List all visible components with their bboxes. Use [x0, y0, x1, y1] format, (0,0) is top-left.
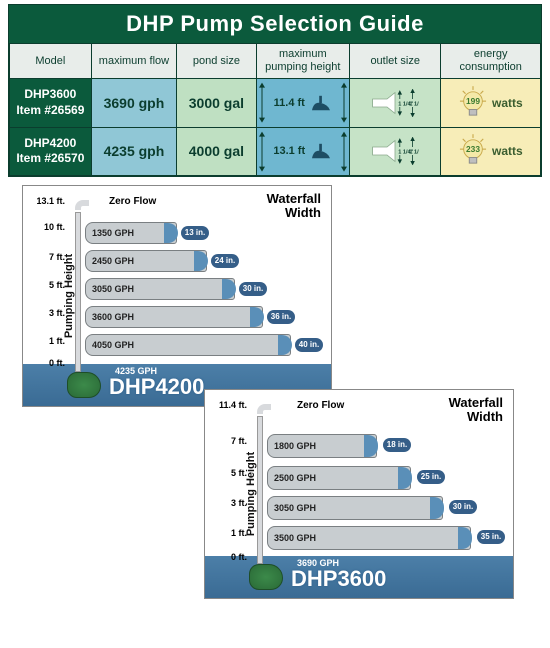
guide-title: DHP Pump Selection Guide: [9, 5, 541, 43]
pipe-elbow: [257, 404, 271, 414]
cell-pond: 3000 gal: [177, 79, 256, 127]
width-badge: 35 in.: [477, 530, 505, 544]
cell-model: DHP3600 Item #26569: [10, 79, 92, 127]
waterfall-step: 3050 GPH: [85, 278, 235, 300]
yaxis-tick: 5 ft.: [31, 280, 65, 290]
step-gph: 3500 GPH: [274, 533, 316, 543]
waterfall-step: 2450 GPH: [85, 250, 207, 272]
cell-outlet: 1 1/4" 1 1/2": [349, 127, 440, 175]
guide-header-row: Model maximum flow pond size maximum pum…: [10, 44, 541, 79]
width-badge: 30 in.: [239, 282, 267, 296]
yaxis-label: Pumping Height: [245, 452, 257, 536]
yaxis-tick: 5 ft.: [213, 468, 247, 478]
waterfall-step: 3050 GPH: [267, 496, 443, 520]
yaxis-tick: 1 ft.: [213, 528, 247, 538]
yaxis-label: Pumping Height: [63, 254, 75, 338]
width-badge: 24 in.: [211, 254, 239, 268]
waterfall-step: 1350 GPH: [85, 222, 177, 244]
step-gph: 1350 GPH: [92, 228, 134, 238]
guide-row: DHP4200 Item #26570 4235 gph 4000 gal 13…: [10, 127, 541, 175]
hdr-flow: maximum flow: [91, 44, 177, 79]
model-name: DHP3600: [24, 87, 76, 101]
svg-text:1 1/2": 1 1/2": [410, 101, 420, 107]
waterfall-diagram-dhp3600: Pumping Height WaterfallWidth Zero Flow …: [204, 389, 514, 599]
step-gph: 3050 GPH: [92, 284, 134, 294]
hdr-height: maximum pumping height: [256, 44, 349, 79]
pipe: [257, 416, 263, 564]
pump-icon: [310, 94, 332, 112]
waterfall-step: 3600 GPH: [85, 306, 263, 328]
waterfall-width-title: WaterfallWidth: [267, 192, 321, 221]
step-gph: 2500 GPH: [274, 473, 316, 483]
diagram-area: Pumping Height WaterfallWidth Zero Flow …: [8, 177, 542, 617]
cell-outlet: 1 1/4" 1 1/2": [349, 79, 440, 127]
step-gph: 1800 GPH: [274, 441, 316, 451]
zero-flow-label: Zero Flow: [297, 400, 344, 411]
hdr-energy: energy consumption: [441, 44, 541, 79]
pump-icon: [249, 564, 283, 590]
model-item: Item #26569: [16, 103, 84, 117]
yaxis-tick: 1 ft.: [31, 336, 65, 346]
cell-height: 11.4 ft: [256, 79, 349, 127]
svg-text:1 1/2": 1 1/2": [410, 150, 420, 156]
waterfall-step: 2500 GPH: [267, 466, 411, 490]
selection-guide: DHP Pump Selection Guide Model maximum f…: [8, 4, 542, 177]
yaxis-tick: 3 ft.: [31, 308, 65, 318]
pipe: [75, 212, 81, 372]
height-value: 13.1 ft: [273, 145, 305, 157]
width-badge: 25 in.: [417, 470, 445, 484]
yaxis-tick: 7 ft.: [213, 436, 247, 446]
pump-icon: [310, 142, 332, 160]
pump-icon: [67, 372, 101, 398]
watts-label: watts: [492, 144, 523, 158]
model-banner: DHP4200: [109, 374, 204, 400]
step-gph: 3050 GPH: [274, 503, 316, 513]
cell-pond: 4000 gal: [177, 127, 256, 175]
svg-text:233: 233: [466, 144, 480, 154]
cell-flow: 4235 gph: [91, 127, 177, 175]
width-badge: 30 in.: [449, 500, 477, 514]
waterfall-width-title: WaterfallWidth: [449, 396, 503, 425]
hdr-outlet: outlet size: [349, 44, 440, 79]
step-gph: 2450 GPH: [92, 256, 134, 266]
cell-model: DHP4200 Item #26570: [10, 127, 92, 175]
zero-flow-label: Zero Flow: [109, 196, 156, 207]
yaxis-tick: 3 ft.: [213, 498, 247, 508]
hdr-model: Model: [10, 44, 92, 79]
guide-row: DHP3600 Item #26569 3690 gph 3000 gal 11…: [10, 79, 541, 127]
width-badge: 40 in.: [295, 338, 323, 352]
yaxis-tick: 0 ft.: [31, 358, 65, 368]
pipe-elbow: [75, 200, 89, 210]
yaxis-tick: 0 ft.: [213, 552, 247, 562]
width-badge: 18 in.: [383, 438, 411, 452]
yaxis-tick: 7 ft.: [31, 252, 65, 262]
height-value: 11.4 ft: [274, 97, 305, 109]
width-badge: 13 in.: [181, 226, 209, 240]
outlet-icon: 1 1/4" 1 1/2": [371, 89, 419, 117]
step-gph: 3600 GPH: [92, 312, 134, 322]
cell-height: 13.1 ft: [256, 127, 349, 175]
yaxis-tick: 10 ft.: [31, 222, 65, 232]
svg-text:199: 199: [466, 96, 480, 106]
hdr-pond: pond size: [177, 44, 256, 79]
width-badge: 36 in.: [267, 310, 295, 324]
cell-flow: 3690 gph: [91, 79, 177, 127]
model-banner: DHP3600: [291, 566, 386, 592]
max-height-tick: 13.1 ft.: [31, 196, 65, 206]
max-height-tick: 11.4 ft.: [213, 400, 247, 410]
model-name: DHP4200: [24, 136, 76, 150]
waterfall-step: 4050 GPH: [85, 334, 291, 356]
lightbulb-icon: 233: [459, 134, 487, 168]
waterfall-step: 3500 GPH: [267, 526, 471, 550]
guide-table: Model maximum flow pond size maximum pum…: [9, 43, 541, 176]
cell-energy: 233 watts: [441, 127, 541, 175]
outlet-icon: 1 1/4" 1 1/2": [371, 137, 419, 165]
watts-label: watts: [492, 96, 523, 110]
waterfall-step: 1800 GPH: [267, 434, 377, 458]
model-item: Item #26570: [16, 151, 84, 165]
waterfall-diagram-dhp4200: Pumping Height WaterfallWidth Zero Flow …: [22, 185, 332, 407]
cell-energy: 199 watts: [441, 79, 541, 127]
step-gph: 4050 GPH: [92, 340, 134, 350]
lightbulb-icon: 199: [459, 86, 487, 120]
